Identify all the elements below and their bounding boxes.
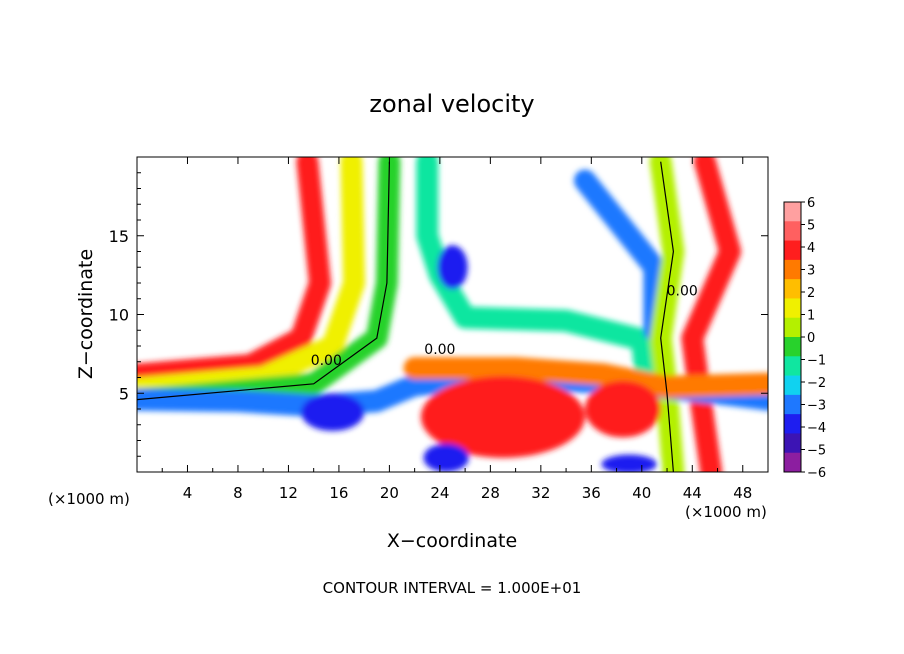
y-axis: 5 10 15 <box>109 172 768 457</box>
colorbar-swatch-8 <box>784 356 801 377</box>
colorbar-label-12: −6 <box>807 466 826 481</box>
colorbar-label-4: 2 <box>807 286 815 301</box>
y-tick-label-2: 15 <box>109 227 129 246</box>
contour-label-0: 0.00 <box>311 353 342 369</box>
velocity-blob-12 <box>423 443 469 472</box>
colorbar-label-10: −4 <box>807 421 826 436</box>
zero-contour-line-0 <box>137 161 390 401</box>
contour-label-2: 0.00 <box>667 284 698 300</box>
velocity-band-6 <box>681 157 742 472</box>
x-unit-label-right: (×1000 m) <box>685 503 767 521</box>
plot-area: 0.00 0.00 0.00 <box>136 156 769 473</box>
chart-title: zonal velocity <box>369 90 534 118</box>
x-tick-label-5: 24 <box>430 484 449 502</box>
velocity-band-3 <box>416 157 660 405</box>
x-tick-label-4: 20 <box>380 484 399 502</box>
colorbar-label-3: 3 <box>807 264 815 279</box>
colorbar-swatch-11 <box>784 414 801 434</box>
colorbar-label-0: 6 <box>807 196 815 211</box>
colorbar-label-5: 1 <box>807 309 815 324</box>
velocity-band-4 <box>574 169 666 342</box>
colorbar-swatch-2 <box>784 240 801 261</box>
x-tick-label-3: 16 <box>329 484 348 502</box>
x-tick-label-11: 48 <box>733 484 752 502</box>
colorbar-swatch-3 <box>784 259 801 280</box>
x-tick-label-9: 40 <box>632 484 651 502</box>
x-tick-label-1: 8 <box>233 484 243 502</box>
colorbar-label-7: −1 <box>807 354 826 369</box>
colorbar-label-2: 4 <box>807 241 815 256</box>
y-tick-label-0: 5 <box>119 384 129 403</box>
colorbar-swatch-9 <box>784 375 801 396</box>
colorbar-swatch-0 <box>784 202 801 222</box>
colorbar-label-1: 5 <box>807 219 815 234</box>
x-tick-label-0: 4 <box>183 484 193 502</box>
colorbar-swatch-1 <box>784 221 801 242</box>
colorbar-label-8: −2 <box>807 376 826 391</box>
x-tick-label-2: 12 <box>279 484 298 502</box>
footer-contour-interval: CONTOUR INTERVAL = 1.000E+01 <box>323 579 582 597</box>
colorbar-swatch-13 <box>784 452 801 473</box>
y-tick-label-1: 10 <box>109 306 129 325</box>
colorbar-label-11: −5 <box>807 444 826 459</box>
x-tick-label-8: 36 <box>582 484 601 502</box>
colorbar-swatch-10 <box>784 394 801 415</box>
velocity-blob-13 <box>601 454 657 472</box>
colorbar-label-6: 0 <box>807 331 815 346</box>
colorbar-swatch-5 <box>784 298 801 319</box>
velocity-blob-9 <box>301 393 365 432</box>
colorbar: 6 5 4 3 2 1 0 −1 −2 −3 −4 −5 −6 <box>783 196 826 481</box>
velocity-band-0 <box>137 157 331 386</box>
colorbar-swatch-7 <box>784 337 801 357</box>
x-axis-label: X−coordinate <box>387 530 517 552</box>
velocity-blob-14 <box>437 245 468 290</box>
velocity-blob-10 <box>420 375 586 458</box>
x-unit-label-left: (×1000 m) <box>48 490 130 508</box>
x-tick-label-10: 44 <box>683 484 702 502</box>
colorbar-swatch-12 <box>784 433 801 454</box>
y-axis-label: Z−coordinate <box>75 249 97 379</box>
zero-contour-line-1 <box>660 161 675 472</box>
x-axis: 4 8 12 16 20 24 28 32 36 40 44 48 <box>161 157 752 502</box>
x-tick-label-6: 28 <box>481 484 500 502</box>
x-tick-label-7: 32 <box>531 484 550 502</box>
colorbar-label-9: −3 <box>807 399 826 414</box>
velocity-blob-11 <box>585 380 661 438</box>
colorbar-swatch-4 <box>784 279 801 299</box>
colorbar-swatch-6 <box>784 317 801 338</box>
velocity-band-8 <box>403 357 768 398</box>
zero-contours: 0.00 0.00 0.00 <box>137 161 698 472</box>
contour-label-1: 0.00 <box>424 342 455 358</box>
